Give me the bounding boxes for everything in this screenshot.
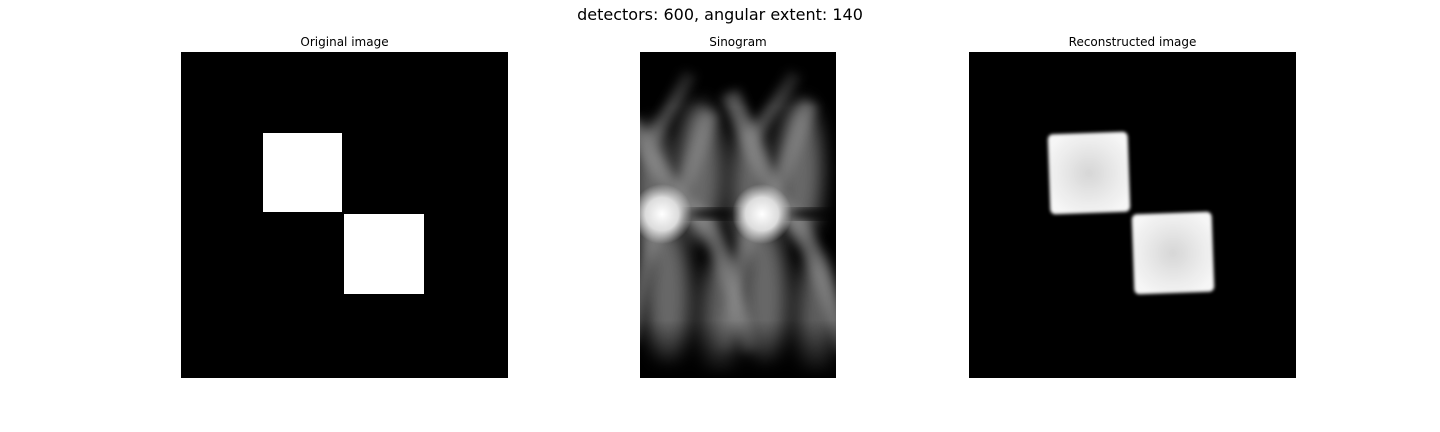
sinogram-panel xyxy=(640,52,836,378)
original-square-lower xyxy=(344,214,424,294)
reconstructed-image-plot xyxy=(969,52,1296,378)
figure-title: detectors: 600, angular extent: 140 xyxy=(577,5,863,24)
sinogram-title: Sinogram xyxy=(709,35,767,49)
sinogram-plot xyxy=(640,52,836,378)
reconstructed-image-title: Reconstructed image xyxy=(1068,35,1197,49)
reconstructed-square-lower xyxy=(1131,211,1215,295)
original-square-upper xyxy=(263,133,342,212)
original-image-title: Original image xyxy=(300,35,389,49)
reconstructed-image-panel xyxy=(969,52,1296,378)
reconstructed-background xyxy=(969,52,1296,378)
reconstructed-square-upper xyxy=(1047,131,1131,215)
original-image-plot xyxy=(181,52,508,378)
sinogram-hotspot-left xyxy=(640,184,692,244)
sinogram-hotspot-right xyxy=(732,184,792,244)
original-image-panel xyxy=(181,52,508,378)
